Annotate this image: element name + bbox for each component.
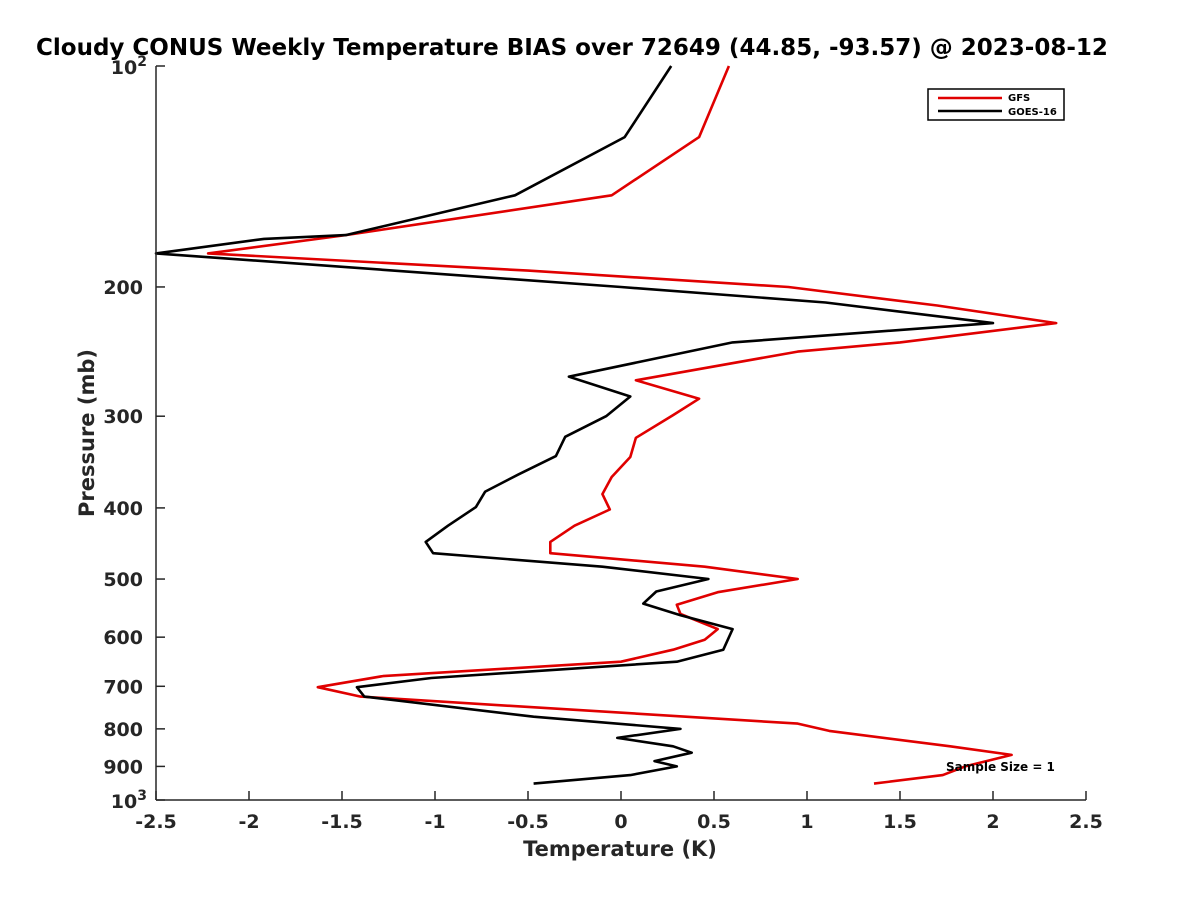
x-tick-label: -0.5 xyxy=(507,811,549,833)
y-tick-label: 500 xyxy=(103,569,143,591)
x-tick-label: 2 xyxy=(986,811,999,833)
legend-box xyxy=(927,88,1065,121)
x-tick-label: 0.5 xyxy=(697,811,731,833)
y-tick-label: 600 xyxy=(103,627,143,649)
x-tick-label: 0 xyxy=(614,811,627,833)
y-axis-label: Pressure (mb) xyxy=(75,349,99,517)
y-tick-label: 300 xyxy=(103,406,143,428)
series-line-goes16 xyxy=(154,65,995,785)
legend: GFS GOES-16 xyxy=(927,88,1065,121)
y-tick-label: 200 xyxy=(103,277,143,299)
legend-label-gfs: GFS xyxy=(1008,93,1030,104)
y-tick-label: 900 xyxy=(103,756,143,778)
x-tick-label: 1.5 xyxy=(883,811,917,833)
y-tick-label: 800 xyxy=(103,719,143,741)
sample-size-annotation: Sample Size = 1 xyxy=(946,760,1055,774)
x-tick-label: -2.5 xyxy=(135,811,177,833)
series-line-gfs xyxy=(206,65,1058,785)
x-tick-label: 2.5 xyxy=(1069,811,1103,833)
y-tick-label-power: 103 xyxy=(111,788,147,813)
chart-axes: -2.5 -2 -1.5 -1 -0.5 0 0.5 1 1.5 2 2.5 200 300 400 500… xyxy=(103,54,1103,833)
legend-label-goes16: GOES-16 xyxy=(1008,107,1057,118)
x-axis-label: Temperature (K) xyxy=(523,837,717,861)
y-tick-label-power: 102 xyxy=(111,54,147,79)
x-tick-label: 1 xyxy=(800,811,813,833)
x-tick-label: -2 xyxy=(238,811,259,833)
x-tick-label: -1.5 xyxy=(321,811,363,833)
plot-series xyxy=(154,65,1058,785)
y-tick-label: 700 xyxy=(103,676,143,698)
chart-title: Cloudy CONUS Weekly Temperature BIAS ove… xyxy=(36,35,1108,61)
y-tick-label: 400 xyxy=(103,498,143,520)
x-tick-label: -1 xyxy=(424,811,445,833)
